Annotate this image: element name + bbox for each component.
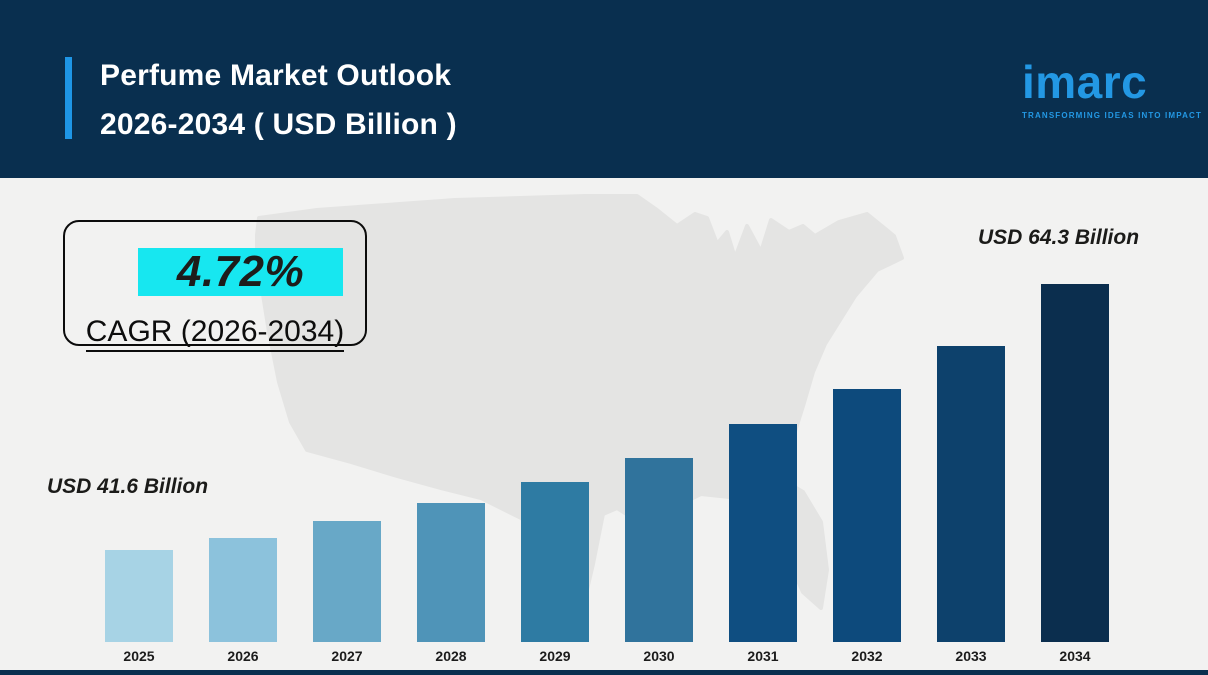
- x-axis-label-2027: 2027: [331, 648, 363, 664]
- header-band: Perfume Market Outlook 2026-2034 ( USD B…: [0, 0, 1208, 178]
- bar-2028: [417, 503, 485, 642]
- cagr-value-highlight: 4.72%: [138, 248, 343, 296]
- x-axis-label-2033: 2033: [955, 648, 987, 664]
- imarc-logo: imarc TRANSFORMING IDEAS INTO IMPACT: [1022, 56, 1202, 120]
- page-title-line-1: Perfume Market Outlook: [100, 59, 452, 92]
- bar-2032: [833, 389, 901, 642]
- x-axis-label-2026: 2026: [227, 648, 259, 664]
- x-axis-label-2031: 2031: [747, 648, 779, 664]
- bar-2026: [209, 538, 277, 642]
- bar-2029: [521, 482, 589, 642]
- end-value-annotation: USD 64.3 Billion: [978, 226, 1140, 249]
- imarc-tagline: TRANSFORMING IDEAS INTO IMPACT: [1022, 111, 1202, 120]
- start-value-annotation: USD 41.6 Billion: [47, 475, 209, 498]
- title-accent-bar: [65, 57, 72, 139]
- bar-2031: [729, 424, 797, 642]
- x-axis-label-2029: 2029: [539, 648, 571, 664]
- page-title-line-2: 2026-2034 ( USD Billion ): [100, 108, 457, 141]
- footer-strip: [0, 670, 1208, 675]
- bar-2030: [625, 458, 693, 642]
- x-axis-label-2032: 2032: [851, 648, 883, 664]
- cagr-callout-box: 4.72% CAGR (2026-2034): [63, 220, 367, 352]
- x-axis-label-2025: 2025: [123, 648, 155, 664]
- imarc-wordmark: imarc: [1022, 56, 1148, 108]
- bar-2034: [1041, 284, 1109, 642]
- cagr-label: CAGR (2026-2034): [85, 316, 345, 352]
- bar-2025: [105, 550, 173, 642]
- bar-2033: [937, 346, 1005, 642]
- bar-2027: [313, 521, 381, 642]
- x-axis-label-2030: 2030: [643, 648, 675, 664]
- page-title: Perfume Market Outlook 2026-2034 ( USD B…: [100, 51, 457, 149]
- x-axis-label-2028: 2028: [435, 648, 467, 664]
- x-axis-label-2034: 2034: [1059, 648, 1091, 664]
- cagr-value: 4.72%: [176, 247, 305, 296]
